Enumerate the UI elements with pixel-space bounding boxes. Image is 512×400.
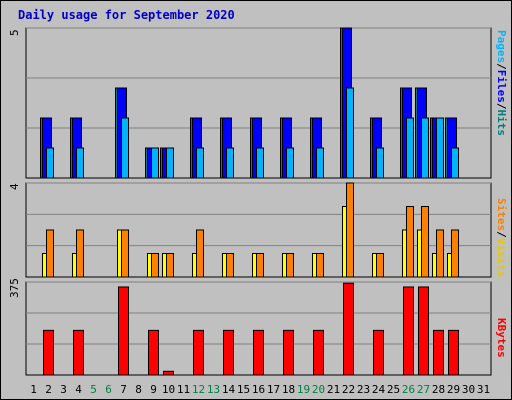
day-label: 11 — [177, 383, 190, 396]
sites-bar — [436, 229, 444, 278]
day-label: 26 — [402, 383, 415, 396]
sites-bar — [451, 229, 459, 278]
sites-bar — [196, 229, 204, 278]
day-label: 24 — [372, 383, 386, 396]
sites-bar — [166, 253, 174, 278]
day-label: 23 — [357, 383, 370, 396]
day-label: 5 — [90, 383, 97, 396]
day-label: 16 — [252, 383, 265, 396]
top-panel-legend: Pages/Files/Hits — [495, 30, 508, 136]
day-label: 4 — [75, 383, 82, 396]
pages-bar — [76, 147, 84, 179]
legend-pages: Pages — [495, 30, 508, 64]
day-label: 9 — [150, 383, 157, 396]
kbytes-bar — [448, 329, 459, 376]
sites-bar — [226, 253, 234, 278]
kbytes-bar — [163, 370, 174, 376]
pages-bar — [346, 87, 354, 179]
pages-bar — [121, 117, 129, 179]
day-label: 6 — [105, 383, 112, 396]
top-panel-max-label: 5 — [8, 29, 21, 36]
pages-bar — [46, 147, 54, 179]
kbytes-bar — [193, 329, 204, 376]
kbytes-bar — [223, 329, 234, 376]
sites-bar — [316, 253, 324, 278]
sites-bar — [121, 229, 129, 278]
day-label: 12 — [192, 383, 205, 396]
pages-bar — [436, 117, 444, 179]
legend-separator: / — [495, 102, 508, 110]
day-label: 31 — [477, 383, 490, 396]
chart-title: Daily usage for September 2020 — [18, 8, 235, 22]
sites-bar — [346, 182, 354, 278]
day-label: 30 — [462, 383, 475, 396]
day-label: 28 — [432, 383, 445, 396]
pages-bar — [166, 147, 174, 179]
pages-bar — [286, 147, 294, 179]
sites-bar — [376, 253, 384, 278]
sites-bar — [256, 253, 264, 278]
day-label: 19 — [297, 383, 310, 396]
day-label: 3 — [60, 383, 67, 396]
day-label: 27 — [417, 383, 430, 396]
kbytes-bar — [433, 329, 444, 376]
bottom-panel-legend: KBytes — [495, 318, 508, 358]
day-label: 15 — [237, 383, 250, 396]
day-label: 29 — [447, 383, 460, 396]
legend-sites: Sites — [495, 198, 508, 232]
sites-bar — [421, 206, 429, 278]
sites-bar — [76, 229, 84, 278]
legend-kbytes: KBytes — [495, 318, 508, 358]
pages-bar — [421, 117, 429, 179]
kbytes-bar — [373, 329, 384, 376]
legend-files: Files — [495, 69, 508, 103]
day-label: 20 — [312, 383, 325, 396]
legend-separator: / — [495, 231, 508, 238]
kbytes-bar — [118, 286, 129, 376]
day-label: 8 — [135, 383, 142, 396]
day-label: 25 — [387, 383, 400, 396]
legend-visits: Visits — [495, 237, 508, 278]
pages-bar — [406, 117, 414, 179]
day-label: 13 — [207, 383, 220, 396]
pages-bar — [151, 147, 159, 179]
sites-bar — [286, 253, 294, 278]
sites-bar — [151, 253, 159, 278]
kbytes-bar — [313, 329, 324, 376]
pages-bar — [256, 147, 264, 179]
pages-bar — [196, 147, 204, 179]
day-label: 7 — [120, 383, 127, 396]
kbytes-bar — [148, 329, 159, 376]
kbytes-bar — [43, 329, 54, 376]
day-label: 10 — [162, 383, 175, 396]
bottom-panel-max-label: 375 — [8, 278, 21, 298]
legend-separator: / — [495, 63, 508, 70]
kbytes-bar — [418, 286, 429, 376]
day-label: 1 — [30, 383, 37, 396]
middle-panel-max-label: 4 — [8, 183, 21, 190]
sites-bar — [406, 206, 414, 278]
day-label: 14 — [222, 383, 236, 396]
sites-bar — [46, 229, 54, 278]
kbytes-bar — [403, 286, 414, 376]
kbytes-bar — [73, 329, 84, 376]
day-label: 18 — [282, 383, 295, 396]
kbytes-bar — [343, 282, 354, 376]
kbytes-bar — [283, 329, 294, 376]
day-label: 22 — [342, 383, 355, 396]
day-label: 21 — [327, 383, 340, 396]
pages-bar — [226, 147, 234, 179]
day-label: 17 — [267, 383, 280, 396]
pages-bar — [376, 147, 384, 179]
day-label: 2 — [45, 383, 52, 396]
middle-panel-legend: Sites/Visits — [495, 198, 508, 278]
legend-hits: Hits — [495, 109, 508, 137]
pages-bar — [451, 147, 459, 179]
kbytes-bar — [253, 329, 264, 376]
pages-bar — [316, 147, 324, 179]
